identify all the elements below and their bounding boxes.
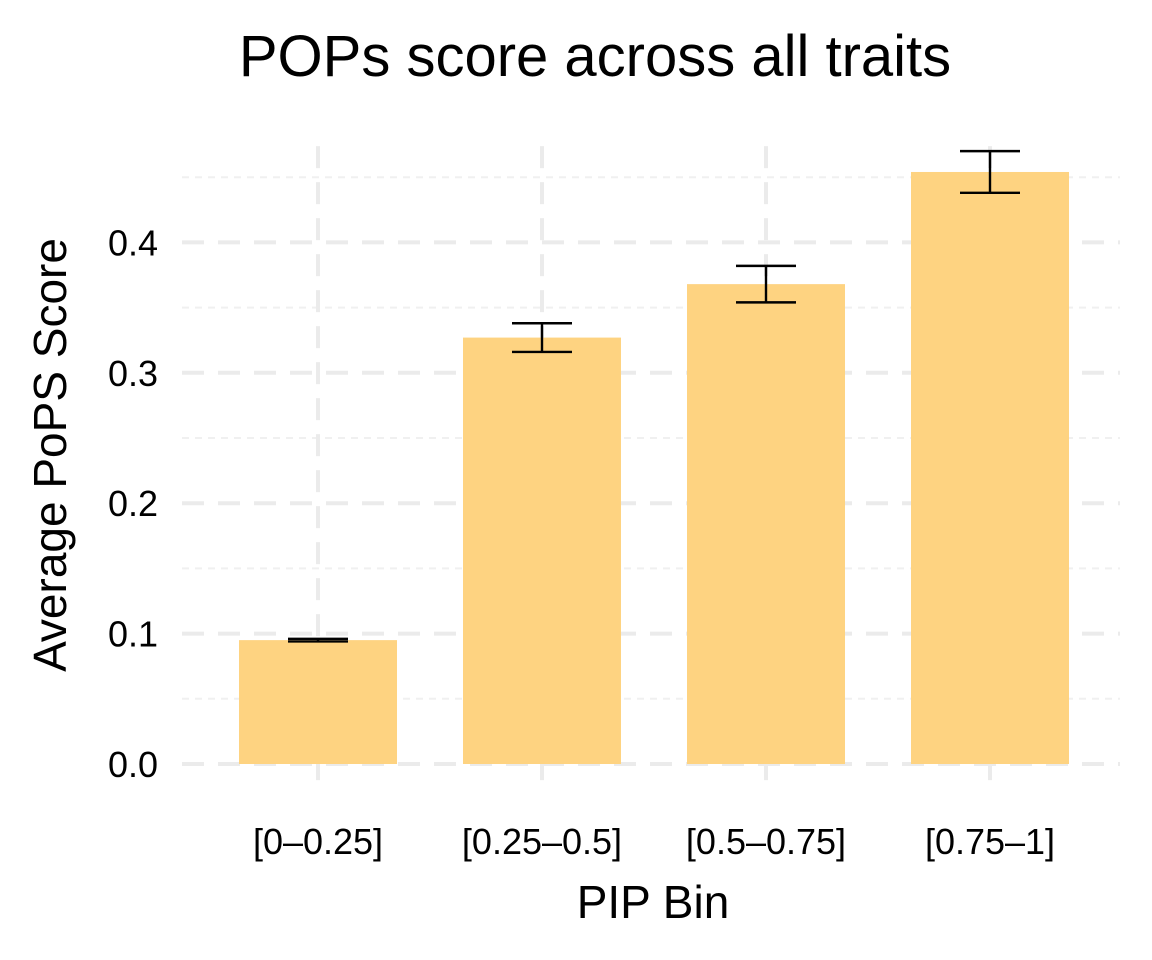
x-tick-label: [0–0.25] xyxy=(253,821,383,862)
x-axis-ticks: [0–0.25] [0.25–0.5] [0.5–0.75] [0.75–1] xyxy=(253,821,1055,862)
error-bar-0 xyxy=(288,637,348,643)
y-tick-label: 0.1 xyxy=(108,614,158,655)
bar-1 xyxy=(463,337,621,764)
x-tick-label: [0.75–1] xyxy=(925,821,1055,862)
bar-2 xyxy=(687,284,845,764)
bar-3 xyxy=(911,171,1069,764)
error-bars xyxy=(288,149,1020,643)
y-tick-label: 0.2 xyxy=(108,483,158,524)
y-tick-label: 0.4 xyxy=(108,222,158,263)
error-bar-1 xyxy=(512,322,572,354)
x-tick-label: [0.5–0.75] xyxy=(686,821,846,862)
y-tick-label: 0.0 xyxy=(108,744,158,785)
x-axis-title: PIP Bin xyxy=(577,876,730,928)
bar-0 xyxy=(239,640,397,764)
y-axis-ticks: 0.0 0.1 0.2 0.3 0.4 xyxy=(108,222,158,785)
x-tick-label: [0.25–0.5] xyxy=(462,821,622,862)
error-bar-3 xyxy=(960,149,1020,195)
error-bar-2 xyxy=(736,264,796,304)
y-axis-title: Average PoPS Score xyxy=(24,238,76,672)
bars xyxy=(239,171,1069,764)
chart-title: POPs score across all traits xyxy=(239,24,951,89)
y-tick-label: 0.3 xyxy=(108,353,158,394)
